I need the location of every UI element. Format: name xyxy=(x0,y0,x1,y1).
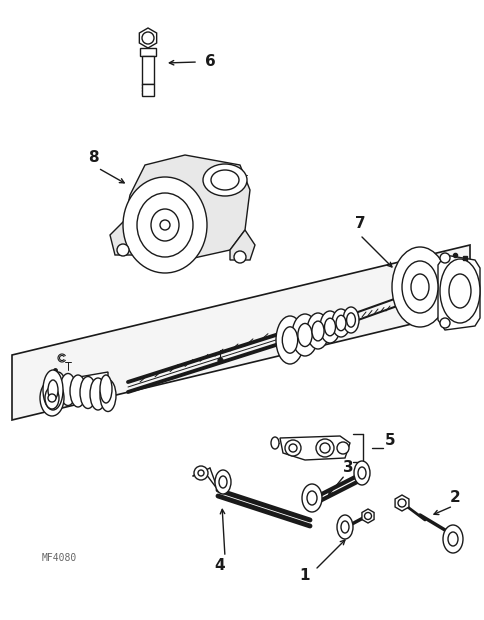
Polygon shape xyxy=(394,495,408,511)
Ellipse shape xyxy=(346,313,355,327)
Polygon shape xyxy=(110,220,135,255)
Ellipse shape xyxy=(271,437,278,449)
Ellipse shape xyxy=(324,318,335,336)
Ellipse shape xyxy=(214,470,230,494)
Polygon shape xyxy=(50,372,108,408)
Text: 7: 7 xyxy=(354,216,365,231)
Ellipse shape xyxy=(311,321,323,341)
Ellipse shape xyxy=(48,380,58,400)
Circle shape xyxy=(439,318,449,328)
Text: 4: 4 xyxy=(214,557,225,572)
Polygon shape xyxy=(139,28,156,48)
Ellipse shape xyxy=(342,307,358,333)
Ellipse shape xyxy=(70,375,86,407)
Circle shape xyxy=(197,470,204,476)
Ellipse shape xyxy=(275,316,303,364)
Circle shape xyxy=(316,439,333,457)
Text: 3: 3 xyxy=(342,459,352,474)
Circle shape xyxy=(285,440,301,456)
Circle shape xyxy=(319,443,329,453)
Circle shape xyxy=(336,442,348,454)
Ellipse shape xyxy=(302,484,321,512)
Ellipse shape xyxy=(332,309,349,337)
Ellipse shape xyxy=(391,247,447,327)
Polygon shape xyxy=(229,230,255,260)
Ellipse shape xyxy=(353,461,369,485)
Ellipse shape xyxy=(306,491,317,505)
Circle shape xyxy=(233,251,245,263)
Ellipse shape xyxy=(136,193,193,257)
Ellipse shape xyxy=(448,274,470,308)
Circle shape xyxy=(288,444,296,452)
Ellipse shape xyxy=(90,378,106,410)
Ellipse shape xyxy=(100,379,116,412)
Polygon shape xyxy=(279,436,349,460)
Polygon shape xyxy=(437,255,479,330)
Text: MF4080: MF4080 xyxy=(42,553,77,563)
Circle shape xyxy=(142,32,154,44)
Circle shape xyxy=(48,394,56,402)
Ellipse shape xyxy=(297,324,312,347)
Ellipse shape xyxy=(211,170,239,190)
Text: 2: 2 xyxy=(449,490,459,505)
Bar xyxy=(142,56,154,84)
Circle shape xyxy=(160,220,170,230)
Ellipse shape xyxy=(401,261,437,313)
Ellipse shape xyxy=(123,177,207,273)
Ellipse shape xyxy=(439,259,479,323)
Text: 5: 5 xyxy=(384,433,395,448)
Ellipse shape xyxy=(442,525,462,553)
Polygon shape xyxy=(361,509,373,523)
Ellipse shape xyxy=(336,515,352,539)
Text: 8: 8 xyxy=(88,150,98,165)
Ellipse shape xyxy=(203,164,246,196)
Polygon shape xyxy=(125,155,249,260)
Circle shape xyxy=(439,253,449,263)
Polygon shape xyxy=(12,245,469,420)
Ellipse shape xyxy=(282,327,297,353)
Ellipse shape xyxy=(357,467,365,479)
Circle shape xyxy=(364,513,371,520)
Ellipse shape xyxy=(45,387,59,409)
Circle shape xyxy=(397,499,405,507)
Ellipse shape xyxy=(410,274,428,300)
Bar xyxy=(140,48,156,56)
Ellipse shape xyxy=(80,376,96,409)
Ellipse shape xyxy=(447,532,457,546)
Circle shape xyxy=(194,466,208,480)
Ellipse shape xyxy=(219,476,227,488)
Ellipse shape xyxy=(340,521,348,533)
Bar xyxy=(142,84,154,96)
Circle shape xyxy=(117,244,129,256)
Ellipse shape xyxy=(335,316,345,330)
Ellipse shape xyxy=(151,209,179,241)
Text: 1: 1 xyxy=(299,567,310,583)
Ellipse shape xyxy=(40,380,64,416)
Ellipse shape xyxy=(100,375,112,403)
Ellipse shape xyxy=(306,313,328,349)
Ellipse shape xyxy=(50,372,66,404)
Text: 6: 6 xyxy=(205,55,215,69)
Ellipse shape xyxy=(319,311,339,343)
Ellipse shape xyxy=(291,314,318,356)
Ellipse shape xyxy=(43,370,63,410)
Ellipse shape xyxy=(60,373,76,405)
